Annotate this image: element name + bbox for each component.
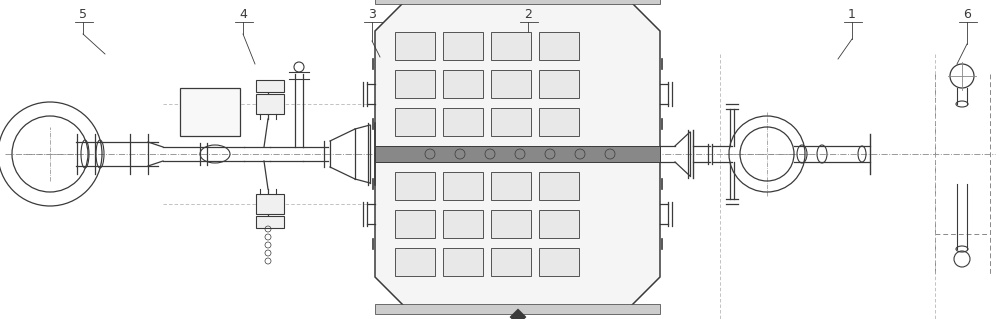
Bar <box>539 70 579 98</box>
Bar <box>443 32 483 60</box>
Bar <box>491 172 531 200</box>
Bar <box>375 0 660 4</box>
Bar <box>256 94 284 114</box>
Bar <box>256 80 284 92</box>
Bar <box>395 210 435 238</box>
Bar <box>395 248 435 276</box>
Bar <box>539 172 579 200</box>
Bar <box>491 32 531 60</box>
Text: 5: 5 <box>79 8 87 20</box>
Bar <box>539 32 579 60</box>
Bar <box>443 210 483 238</box>
Bar <box>395 70 435 98</box>
Bar <box>180 88 240 136</box>
Text: 1: 1 <box>848 8 856 20</box>
Bar <box>375 146 660 162</box>
Bar <box>539 108 579 136</box>
Text: 2: 2 <box>524 8 532 20</box>
Bar <box>443 248 483 276</box>
Bar <box>491 210 531 238</box>
Polygon shape <box>510 309 526 319</box>
Bar <box>443 172 483 200</box>
Bar <box>395 32 435 60</box>
Text: 3: 3 <box>368 8 376 20</box>
Bar <box>491 108 531 136</box>
Bar <box>256 194 284 214</box>
Bar <box>256 216 284 228</box>
Bar <box>491 248 531 276</box>
Bar <box>443 70 483 98</box>
Bar <box>443 108 483 136</box>
Bar <box>395 172 435 200</box>
Polygon shape <box>375 0 660 309</box>
Bar <box>395 108 435 136</box>
Bar <box>539 248 579 276</box>
Text: 4: 4 <box>239 8 247 20</box>
Bar <box>539 210 579 238</box>
Text: 6: 6 <box>963 8 971 20</box>
Bar <box>375 304 660 314</box>
Bar <box>491 70 531 98</box>
